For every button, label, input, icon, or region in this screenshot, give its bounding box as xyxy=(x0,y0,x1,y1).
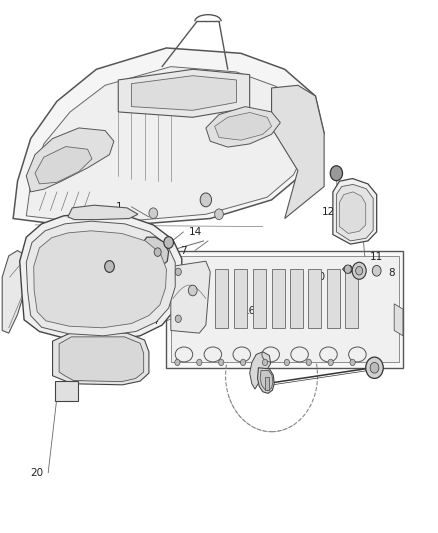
Polygon shape xyxy=(2,251,28,333)
Circle shape xyxy=(149,208,158,219)
Text: 1: 1 xyxy=(116,202,123,212)
Circle shape xyxy=(215,209,223,220)
Polygon shape xyxy=(26,221,175,336)
Polygon shape xyxy=(13,48,324,228)
Text: 20: 20 xyxy=(30,468,43,478)
Circle shape xyxy=(372,359,377,366)
Circle shape xyxy=(175,315,181,322)
Circle shape xyxy=(164,237,173,248)
Text: 10: 10 xyxy=(313,272,326,282)
Polygon shape xyxy=(260,370,273,391)
Polygon shape xyxy=(53,333,149,385)
Ellipse shape xyxy=(9,287,17,305)
Circle shape xyxy=(328,359,333,366)
Text: 11: 11 xyxy=(370,252,383,262)
Circle shape xyxy=(356,266,363,275)
Bar xyxy=(345,269,358,328)
Bar xyxy=(290,269,303,328)
Circle shape xyxy=(105,261,114,272)
Circle shape xyxy=(175,268,181,276)
Bar xyxy=(234,269,247,328)
Circle shape xyxy=(240,359,246,366)
Bar xyxy=(265,377,269,390)
Polygon shape xyxy=(171,261,210,333)
Bar xyxy=(55,381,78,401)
Polygon shape xyxy=(250,352,271,389)
Polygon shape xyxy=(343,265,353,273)
Text: 5: 5 xyxy=(77,374,84,383)
Polygon shape xyxy=(118,69,250,117)
Polygon shape xyxy=(34,231,166,328)
Polygon shape xyxy=(166,251,403,368)
Circle shape xyxy=(352,262,366,279)
Bar xyxy=(308,269,321,328)
Polygon shape xyxy=(394,304,403,336)
Polygon shape xyxy=(68,205,138,220)
Polygon shape xyxy=(206,107,280,147)
Polygon shape xyxy=(258,368,274,393)
Polygon shape xyxy=(26,67,311,224)
Polygon shape xyxy=(333,179,377,244)
Circle shape xyxy=(284,359,290,366)
Circle shape xyxy=(219,359,224,366)
Circle shape xyxy=(306,359,311,366)
Circle shape xyxy=(372,265,381,276)
Text: 4: 4 xyxy=(151,316,158,326)
Polygon shape xyxy=(131,76,237,110)
Text: 8: 8 xyxy=(388,268,395,278)
Circle shape xyxy=(197,359,202,366)
Polygon shape xyxy=(171,256,399,362)
Polygon shape xyxy=(339,192,366,233)
Polygon shape xyxy=(20,213,182,341)
Text: 14: 14 xyxy=(189,227,202,237)
Polygon shape xyxy=(26,128,114,192)
Circle shape xyxy=(188,285,197,296)
Circle shape xyxy=(350,359,355,366)
Polygon shape xyxy=(336,184,373,241)
Polygon shape xyxy=(139,237,169,268)
Text: 3: 3 xyxy=(77,299,84,309)
Circle shape xyxy=(330,166,343,181)
Bar xyxy=(272,269,285,328)
Text: 7: 7 xyxy=(180,246,187,255)
Text: 12: 12 xyxy=(322,207,335,217)
Text: 14: 14 xyxy=(135,273,148,283)
Polygon shape xyxy=(272,85,324,219)
Circle shape xyxy=(262,359,268,366)
Circle shape xyxy=(200,193,212,207)
Circle shape xyxy=(370,362,379,373)
Polygon shape xyxy=(215,112,272,140)
Circle shape xyxy=(344,265,351,273)
Bar xyxy=(253,269,266,328)
Circle shape xyxy=(154,248,161,256)
Circle shape xyxy=(175,359,180,366)
Polygon shape xyxy=(59,337,144,382)
Circle shape xyxy=(366,357,383,378)
Bar xyxy=(327,269,340,328)
Polygon shape xyxy=(35,147,92,184)
Bar xyxy=(215,269,228,328)
Text: 16: 16 xyxy=(243,306,256,316)
Text: 18: 18 xyxy=(347,307,360,317)
